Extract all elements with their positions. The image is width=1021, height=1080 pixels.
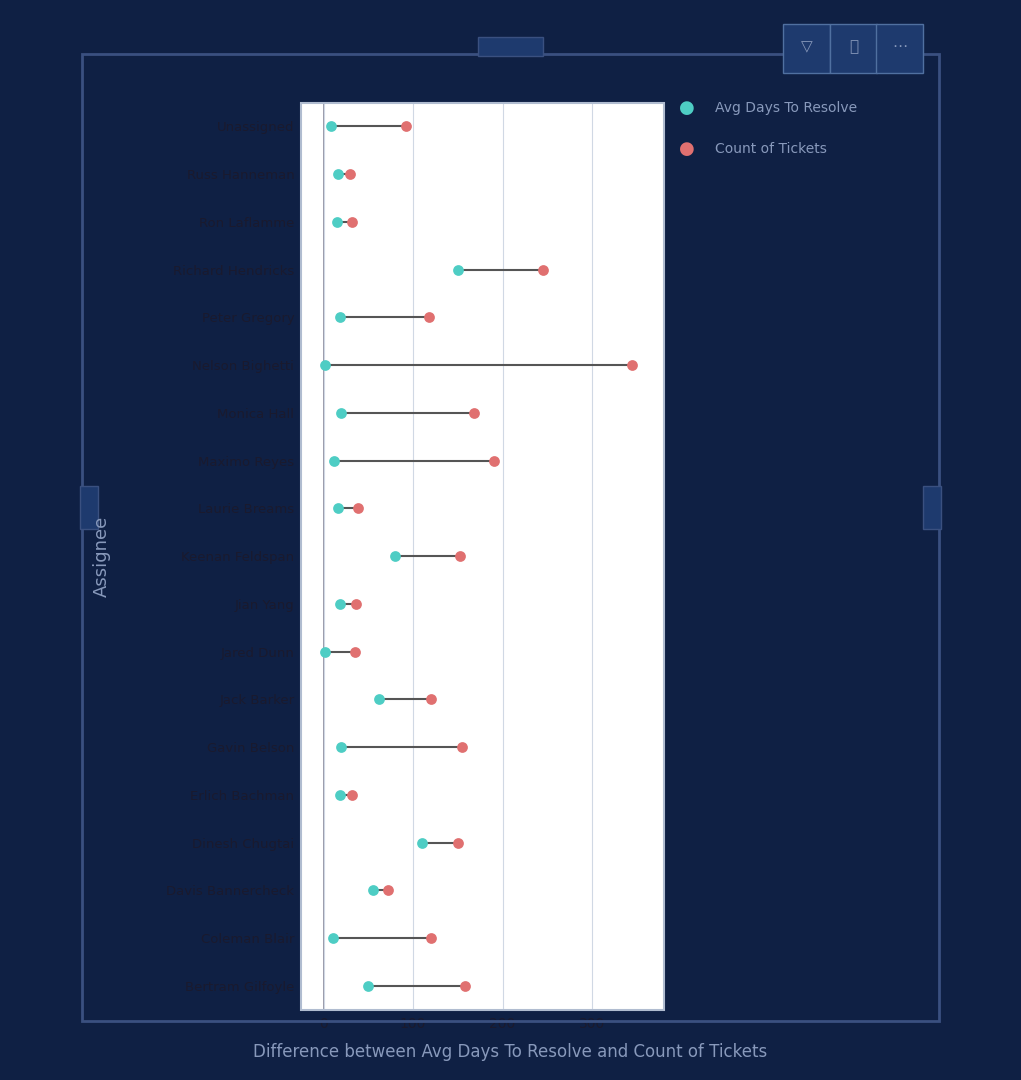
Text: Assignee: Assignee: [93, 515, 111, 597]
Point: [329, 214, 345, 231]
Text: Count of Tickets: Count of Tickets: [715, 143, 827, 156]
Point: [421, 309, 437, 326]
Point: [347, 595, 363, 612]
Point: [449, 261, 466, 279]
Point: [332, 595, 348, 612]
Point: [344, 786, 360, 804]
Point: [347, 643, 363, 660]
Point: [454, 739, 471, 756]
Text: ●: ●: [679, 140, 694, 158]
Point: [332, 786, 348, 804]
Point: [398, 118, 415, 135]
Text: ●: ●: [679, 99, 694, 117]
Point: [485, 453, 501, 470]
Point: [624, 356, 640, 374]
Point: [449, 834, 466, 851]
Text: Difference between Avg Days To Resolve and Count of Tickets: Difference between Avg Days To Resolve a…: [253, 1042, 768, 1061]
Point: [380, 881, 396, 899]
Point: [360, 977, 377, 995]
Point: [349, 500, 366, 517]
Point: [451, 548, 468, 565]
Point: [325, 930, 341, 947]
Point: [371, 691, 387, 708]
Point: [364, 881, 381, 899]
Point: [323, 118, 339, 135]
Point: [423, 930, 439, 947]
Point: [466, 404, 482, 421]
Point: [330, 500, 346, 517]
Text: ⧉: ⧉: [849, 39, 858, 54]
Point: [318, 356, 334, 374]
Point: [332, 309, 348, 326]
Point: [423, 691, 439, 708]
Point: [333, 739, 349, 756]
Point: [456, 977, 473, 995]
Point: [342, 165, 358, 183]
Point: [535, 261, 551, 279]
Point: [326, 453, 342, 470]
Point: [414, 834, 430, 851]
Point: [333, 404, 349, 421]
Point: [318, 643, 334, 660]
Point: [330, 165, 346, 183]
Point: [344, 214, 360, 231]
Point: [387, 548, 403, 565]
Text: ⋯: ⋯: [892, 39, 907, 54]
Text: ▽: ▽: [800, 39, 813, 54]
Text: Avg Days To Resolve: Avg Days To Resolve: [715, 102, 857, 114]
